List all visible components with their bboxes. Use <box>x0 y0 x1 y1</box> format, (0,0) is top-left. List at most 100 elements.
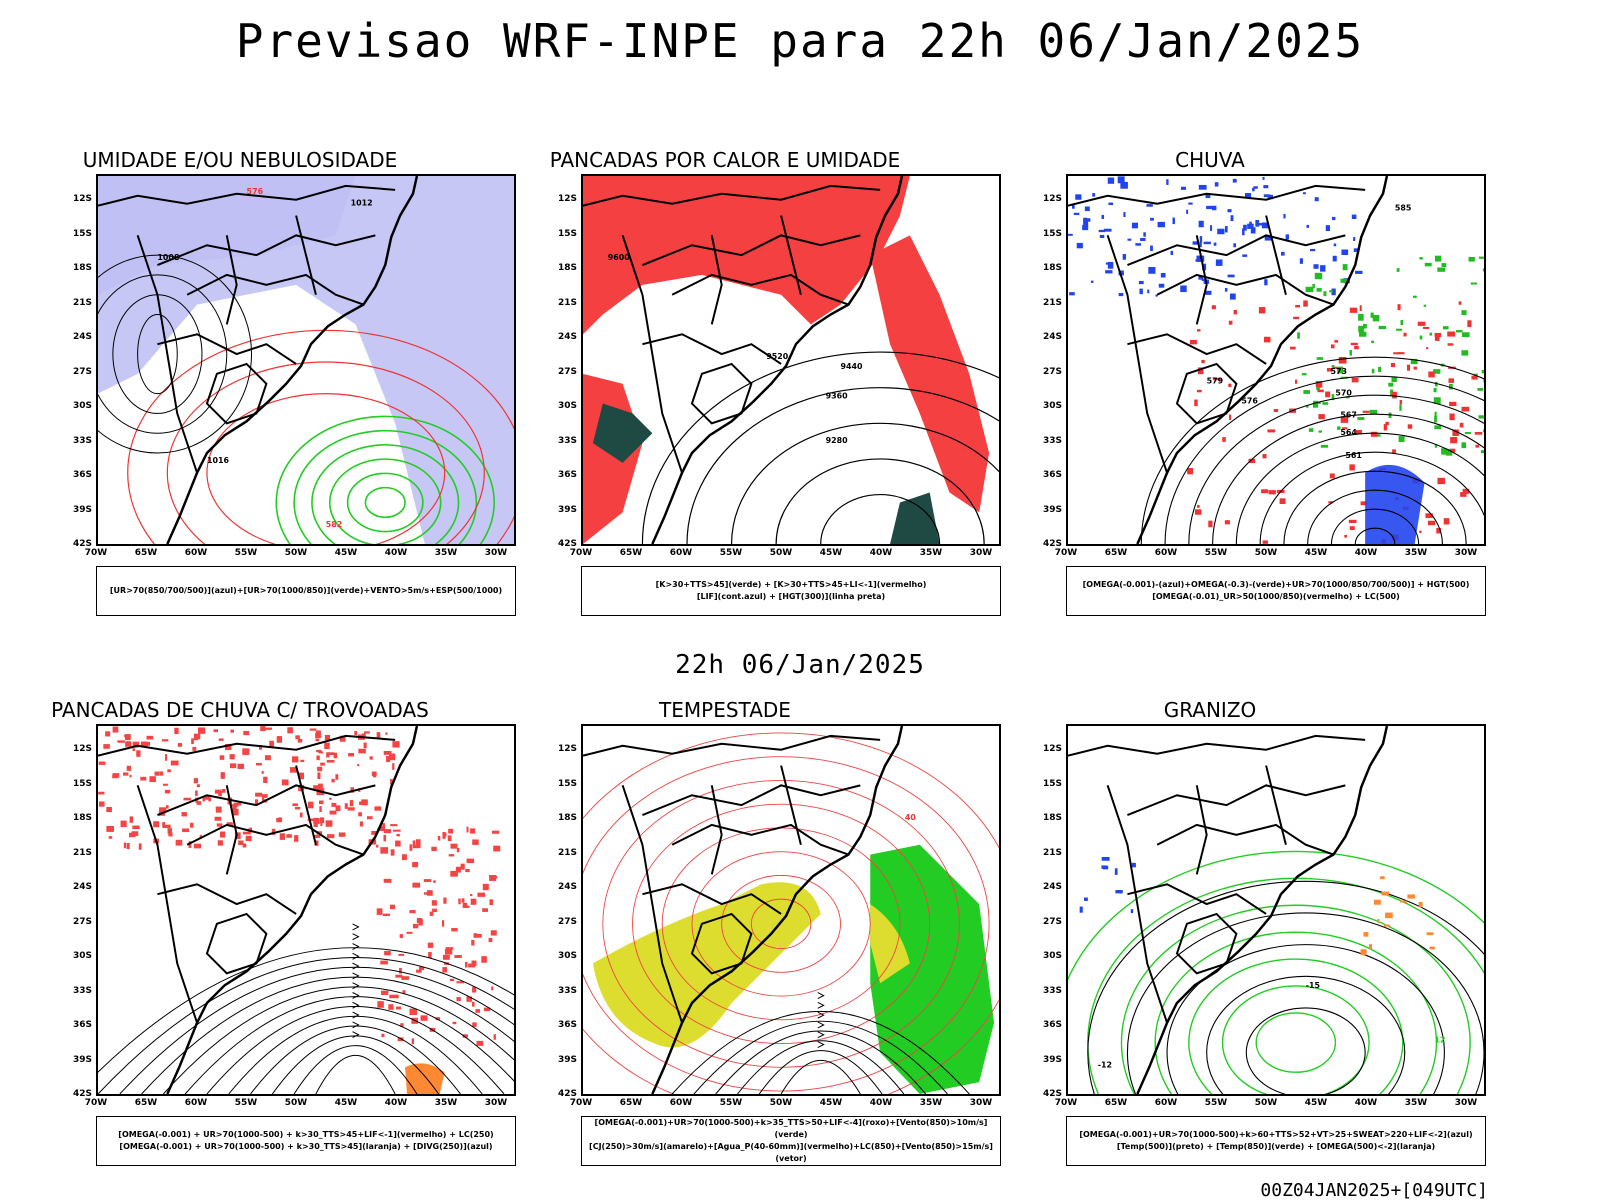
shower-area-red <box>460 863 465 870</box>
lon-tick-label: 70W <box>569 1098 593 1108</box>
country-border <box>710 785 723 875</box>
country-border <box>225 785 238 875</box>
lat-tick-label: 30S <box>1042 951 1062 961</box>
rain-area-blue <box>1157 221 1165 228</box>
rain-area-green <box>1480 450 1484 454</box>
precip-water-contour <box>583 756 990 1092</box>
shower-area-red <box>106 806 112 813</box>
hail-area-blue <box>1101 856 1110 861</box>
shower-area-red <box>279 833 286 840</box>
rain-area-blue <box>1108 202 1114 206</box>
rain-area-blue <box>1170 250 1174 256</box>
rain-area-green <box>1369 409 1378 414</box>
rain-area-green <box>1378 325 1387 330</box>
shower-area-red <box>385 732 388 735</box>
lon-tick-label: 60W <box>184 548 208 558</box>
country-border <box>1156 823 1334 856</box>
shower-area-red <box>416 969 422 973</box>
rain-area-blue <box>1306 224 1309 228</box>
shower-area-red <box>462 1034 468 1038</box>
rain-area-blue <box>1092 193 1096 197</box>
rain-area-red <box>1233 309 1237 315</box>
rain-area-red <box>1449 401 1457 407</box>
rain-area-red <box>1258 307 1266 314</box>
lat-tick-label: 33S <box>557 435 577 446</box>
rain-area-green <box>1470 282 1477 285</box>
shower-area-red <box>447 835 452 842</box>
shower-area-red <box>376 908 383 915</box>
shower-area-red <box>98 801 105 807</box>
lat-tick-label: 24S <box>1042 332 1062 342</box>
shower-area-red <box>412 862 419 868</box>
shower-area-red <box>192 746 197 751</box>
rain-area-blue <box>1262 176 1265 180</box>
country-border <box>157 784 376 816</box>
rain-area-green <box>1419 257 1423 260</box>
lat-tick-label: 15S <box>557 228 577 239</box>
lon-tick-label: 60W <box>669 548 693 558</box>
hail-area-blue <box>1102 865 1109 870</box>
rain-area-blue <box>1158 283 1165 288</box>
lon-tick-label: 35W <box>434 548 458 558</box>
shower-area-red <box>456 997 461 1002</box>
lat-tick-label: 39S <box>1042 1054 1062 1065</box>
hail-area-orange <box>1407 894 1416 899</box>
wind-area-green <box>870 844 995 1094</box>
shower-area-red <box>399 967 402 974</box>
rain-area-green <box>1481 369 1484 374</box>
shower-area-red <box>126 765 132 771</box>
shower-area-red <box>483 1007 491 1012</box>
rain-area-red <box>1189 339 1197 345</box>
country-border <box>1195 785 1208 875</box>
hail-area-orange <box>1400 900 1407 903</box>
shower-area-red <box>335 774 339 780</box>
shower-area-red <box>378 826 386 831</box>
rain-area-red <box>1317 389 1324 393</box>
rain-area-blue <box>1073 212 1080 216</box>
shower-area-red <box>146 735 154 740</box>
rain-area-blue <box>1250 227 1256 234</box>
shower-area-red <box>319 800 324 805</box>
shower-area-red <box>357 764 360 767</box>
lat-tick-label: 42S <box>72 1089 92 1099</box>
rain-area-red <box>1434 333 1440 341</box>
rain-area-blue <box>1264 235 1273 241</box>
rain-area-red <box>1331 344 1335 349</box>
rain-area-red <box>1393 352 1401 355</box>
hail-area-blue <box>1115 890 1123 894</box>
rain-area-blue <box>1148 267 1156 274</box>
lon-tick-label: 30W <box>484 1098 508 1108</box>
rain-area-blue <box>1160 272 1166 278</box>
lat-tick-label: 42S <box>557 539 577 549</box>
rain-area-blue <box>1264 279 1268 286</box>
shower-area-red <box>381 990 389 995</box>
shower-area-red <box>455 866 461 873</box>
lat-tick-label: 39S <box>557 504 577 515</box>
rain-area-red <box>1279 498 1286 504</box>
hail-area-orange <box>1418 901 1423 908</box>
map-hail: -12 -15 12 <box>1066 724 1486 1096</box>
shower-area-red <box>451 928 458 932</box>
contour-label: 9520 <box>766 352 789 361</box>
rain-area-green <box>1398 436 1405 443</box>
shower-area-red <box>261 771 264 774</box>
lon-tick-label: 45W <box>819 548 843 558</box>
legend-line: [OMEGA(-0.001) + UR>70(1000-500) + k>30_… <box>119 1142 493 1151</box>
shower-area-red <box>220 772 225 779</box>
geopotential-contour <box>820 493 941 544</box>
rain-area-blue <box>1247 223 1254 229</box>
shower-area-red <box>132 748 136 752</box>
shower-area-red <box>218 738 224 741</box>
shower-area-red <box>471 960 477 966</box>
rain-area-blue <box>1103 228 1112 232</box>
country-border <box>98 734 396 757</box>
rain-area-blue <box>1213 242 1217 246</box>
humidity-contour-green <box>311 444 460 544</box>
shower-area-red <box>295 735 300 740</box>
shower-area-red <box>431 900 437 906</box>
rain-area-red <box>1471 375 1478 380</box>
temp850-contour-green <box>1188 958 1404 1094</box>
rain-area-blue <box>1107 261 1114 269</box>
rain-area-green <box>1314 272 1323 280</box>
hail-area-orange <box>1426 932 1434 936</box>
